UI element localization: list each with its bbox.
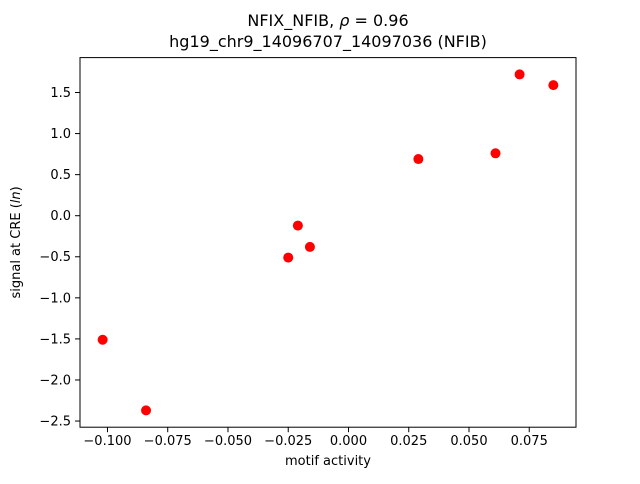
scatter-point [548, 80, 559, 91]
y-tick-label: −2.0 [39, 373, 71, 388]
y-tick-label: −0.5 [39, 250, 71, 265]
x-tick-label: 0.025 [390, 434, 427, 449]
chart-title-line2: hg19_chr9_14096707_14097036 (NFIB) [169, 32, 487, 52]
scatter-point [97, 334, 108, 345]
x-tick-label: 0.075 [511, 434, 548, 449]
scatter-point [514, 69, 525, 80]
x-tick-label: −0.075 [144, 434, 192, 449]
scatter-point [141, 405, 152, 416]
y-tick-label: 0.5 [50, 168, 71, 183]
chart-title-line1: NFIX_NFIB, ρ = 0.96 [247, 11, 408, 31]
scatter-point [283, 252, 294, 263]
y-tick-label: −2.5 [39, 414, 71, 429]
y-axis-label: signal at CRE (ln) [9, 186, 24, 298]
scatter-point [490, 148, 501, 159]
y-tick-label: −1.0 [39, 291, 71, 306]
x-axis-ticks: −0.100 −0.075 −0.050 −0.025 0.000 0.025 0.050 0… [83, 427, 548, 449]
data-points [97, 69, 559, 416]
scatter-point [292, 220, 303, 231]
plot-area [79, 57, 577, 428]
scatter-point [413, 154, 424, 165]
x-tick-label: −0.050 [204, 434, 252, 449]
x-tick-label: 0.050 [450, 434, 487, 449]
y-axis-ticks: −2.5 −2.0 −1.5 −1.0 −0.5 0.0 0.5 1.0 1.5 [39, 86, 80, 429]
y-tick-label: 1.5 [50, 86, 71, 101]
x-tick-label: −0.100 [83, 434, 131, 449]
y-tick-label: 0.0 [50, 209, 71, 224]
x-axis-label: motif activity [285, 454, 371, 469]
x-tick-label: 0.000 [330, 434, 367, 449]
scatter-point [304, 241, 315, 252]
y-tick-label: 1.0 [50, 127, 71, 142]
y-tick-label: −1.5 [39, 332, 71, 347]
x-tick-label: −0.025 [264, 434, 312, 449]
